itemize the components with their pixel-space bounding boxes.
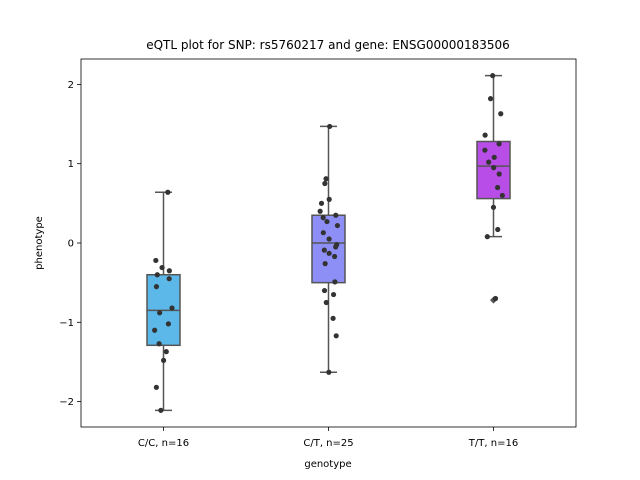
data-point	[487, 96, 494, 102]
data-point	[494, 184, 501, 191]
box-group	[311, 123, 346, 375]
data-point	[326, 236, 332, 242]
data-point	[498, 111, 504, 117]
data-point	[322, 261, 328, 267]
x-tick-label: C/T, n=25	[303, 438, 353, 449]
y-axis-title: phenotype	[34, 216, 45, 270]
data-point	[157, 310, 163, 316]
data-point	[326, 196, 332, 202]
y-tick-label: 1	[68, 159, 74, 170]
data-point	[490, 73, 496, 79]
data-point	[499, 192, 505, 199]
data-point	[153, 284, 160, 290]
data-point	[486, 159, 492, 165]
box-group	[146, 189, 181, 413]
data-point	[326, 369, 332, 375]
data-point	[318, 200, 325, 206]
data-point	[158, 407, 164, 413]
y-tick-label: 0	[68, 239, 74, 250]
box-group	[476, 73, 511, 304]
y-tick-label: −1	[59, 318, 74, 329]
data-point	[320, 215, 326, 221]
plot-area: −2 −1 0 1 2 C/C, n=16 C/T, n=25 T/T, n=16	[59, 58, 577, 449]
data-point	[152, 327, 158, 333]
data-point	[166, 268, 172, 274]
y-tick-label: −2	[59, 397, 74, 408]
data-point	[165, 321, 172, 327]
data-point	[491, 154, 497, 160]
data-point	[333, 244, 339, 250]
data-point	[153, 384, 159, 390]
data-point	[321, 247, 327, 253]
data-point	[333, 333, 339, 339]
data-point	[160, 357, 167, 363]
data-point	[163, 349, 169, 355]
data-point	[330, 315, 336, 321]
data-point	[492, 295, 499, 302]
data-point	[482, 147, 488, 153]
data-point	[496, 141, 502, 147]
data-point	[496, 171, 502, 177]
data-point	[334, 222, 341, 229]
data-point	[332, 279, 338, 285]
y-tick-label: 2	[68, 80, 74, 91]
x-tick-label: T/T, n=16	[468, 438, 518, 449]
data-point	[323, 299, 329, 306]
data-point	[159, 264, 165, 271]
data-point	[491, 165, 497, 171]
data-point	[153, 257, 159, 264]
data-point	[495, 226, 501, 233]
data-point	[330, 291, 337, 298]
x-tick-label: C/C, n=16	[138, 438, 189, 449]
data-point	[156, 341, 162, 347]
data-point	[332, 253, 338, 260]
x-axis-title: genotype	[304, 459, 351, 470]
iqr-box	[311, 214, 346, 284]
data-point	[322, 180, 328, 187]
data-point	[317, 208, 323, 214]
data-point	[327, 123, 333, 130]
data-point	[154, 272, 160, 278]
data-point	[324, 218, 330, 225]
data-point	[169, 305, 175, 311]
data-point	[323, 176, 329, 182]
data-point	[482, 132, 488, 138]
data-point	[490, 204, 497, 210]
chart-title: eQTL plot for SNP: rs5760217 and gene: E…	[146, 38, 510, 52]
data-point	[321, 287, 328, 294]
data-point	[484, 234, 490, 240]
data-point	[166, 276, 172, 282]
data-point	[320, 230, 326, 236]
data-point	[326, 250, 332, 256]
data-point	[333, 212, 339, 218]
data-point	[165, 189, 171, 195]
